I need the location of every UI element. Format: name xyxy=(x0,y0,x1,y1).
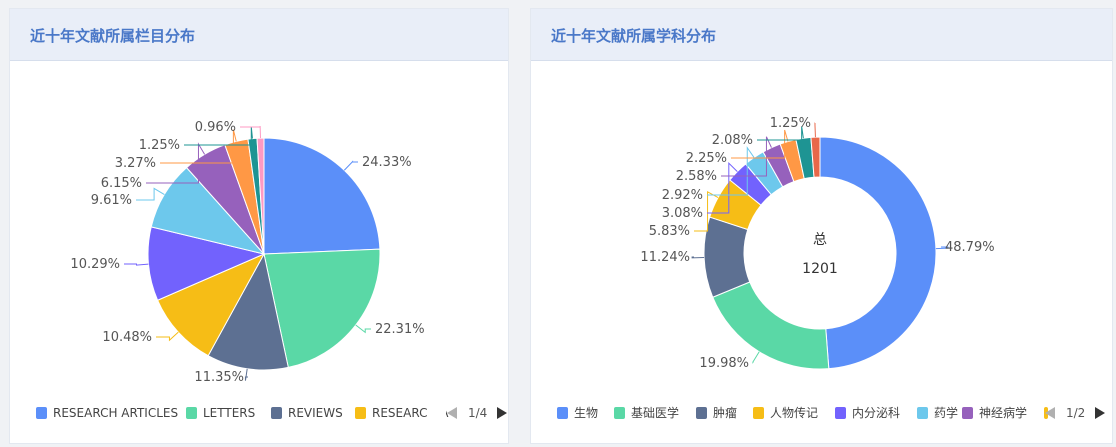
panel-header: 近十年文献所属栏目分布 xyxy=(10,9,508,61)
legend-item[interactable]: 药学 xyxy=(934,405,958,420)
slice-label: 19.98% xyxy=(699,356,749,371)
slice-label: 1.25% xyxy=(770,116,811,131)
slice-label: 24.33% xyxy=(362,155,412,170)
slice-label: 2.08% xyxy=(712,133,753,148)
legend-swatch xyxy=(835,407,846,419)
leader-line xyxy=(156,331,179,342)
leader-line xyxy=(343,160,358,171)
legend-swatch xyxy=(917,407,928,419)
legend-page: 1/2 xyxy=(1066,406,1085,420)
panel-title: 近十年文献所属栏目分布 xyxy=(30,27,196,45)
leader-line xyxy=(757,126,804,141)
slice-label: 0.96% xyxy=(195,120,236,135)
pie-chart: 24.33% 22.31% 11.35% 10.48% 10.29% 9.61% 6.15%… xyxy=(36,120,507,425)
donut-chart: 48.79% 19.98% 11.24% 5.83% 3.08% 2.92% 2.58% 2.… xyxy=(557,116,1105,420)
leader-line xyxy=(691,256,705,259)
pie-slice[interactable] xyxy=(819,136,937,370)
legend-swatch xyxy=(355,407,366,419)
slice-label: 2.92% xyxy=(662,188,703,203)
pie-slice[interactable] xyxy=(703,216,751,298)
center-value: 1201 xyxy=(802,261,838,277)
slice-label: 3.27% xyxy=(115,156,156,171)
slice-label: 2.25% xyxy=(686,151,727,166)
legend-item[interactable]: REVIEWS xyxy=(288,406,343,420)
leader-line xyxy=(721,136,772,177)
legend-page: 1/4 xyxy=(468,406,487,420)
pie-slice[interactable] xyxy=(810,136,821,178)
legend-swatch xyxy=(614,407,625,419)
pie-slice[interactable] xyxy=(263,248,381,369)
legend-item[interactable]: 肿瘤 xyxy=(713,405,737,420)
legend-item[interactable]: 生物 xyxy=(574,406,598,420)
legend-prev-icon[interactable] xyxy=(447,407,457,419)
legend-item[interactable]: 人物传记 xyxy=(770,405,818,420)
legend-item[interactable]: RESEARCH ARTICLES xyxy=(53,406,178,420)
leader-line xyxy=(146,142,206,184)
legend-swatch xyxy=(36,407,47,419)
subject-distribution-panel: 近十年文献所属学科分布 48.79% 19.98% 11.24% 5.83% 3.08%… xyxy=(530,8,1113,444)
center-label: 总 xyxy=(813,232,827,248)
slice-label: 10.48% xyxy=(102,330,152,345)
legend-next-icon[interactable] xyxy=(1095,407,1105,419)
slice-label: 3.08% xyxy=(662,206,703,221)
legend-overflow-mask xyxy=(428,399,446,425)
legend-swatch xyxy=(696,407,707,419)
legend-swatch xyxy=(753,407,764,419)
legend-swatch xyxy=(557,407,568,419)
leader-line xyxy=(752,351,760,364)
slice-label: 6.15% xyxy=(101,176,142,191)
slice-label: 1.25% xyxy=(139,138,180,153)
legend-item[interactable]: LETTERS xyxy=(203,406,255,420)
slice-label: 2.58% xyxy=(676,169,717,184)
leader-line xyxy=(707,146,755,196)
slice-label: 48.79% xyxy=(945,240,995,255)
leader-line xyxy=(935,246,949,250)
slice-label: 11.35% xyxy=(194,370,244,385)
leader-line xyxy=(707,161,738,214)
legend-item[interactable]: 内分泌科 xyxy=(852,406,900,420)
leader-line xyxy=(124,263,149,266)
pie-slice[interactable] xyxy=(256,137,265,255)
pie-slice[interactable] xyxy=(147,226,266,301)
legend-prev-icon[interactable] xyxy=(1045,407,1055,419)
legend-item[interactable]: 神经病学 xyxy=(979,405,1027,420)
slice-label: 10.29% xyxy=(70,257,120,272)
legend-next-icon[interactable] xyxy=(497,407,507,419)
leader-line xyxy=(160,129,237,164)
slice-label: 11.24% xyxy=(640,250,690,265)
slice-label: 9.61% xyxy=(91,193,132,208)
leader-line xyxy=(184,126,253,146)
pie-slice[interactable] xyxy=(156,252,266,357)
leader-line xyxy=(355,324,371,334)
leader-line xyxy=(244,368,248,381)
column-distribution-panel: 近十年文献所属栏目分布 24.33% 22.31% 11.35% 10.48% 10.2… xyxy=(9,8,509,444)
leader-line xyxy=(240,126,262,139)
slice-label: 5.83% xyxy=(649,224,690,239)
slice-label: 22.31% xyxy=(375,322,425,337)
legend-swatch xyxy=(962,407,973,419)
panel-title: 近十年文献所属学科分布 xyxy=(551,27,717,45)
legend-swatch xyxy=(186,407,197,419)
panel-header: 近十年文献所属学科分布 xyxy=(531,9,1112,61)
legend-item[interactable]: 基础医学 xyxy=(631,405,679,420)
legend-swatch xyxy=(271,407,282,419)
pie-slice[interactable] xyxy=(263,137,381,255)
leader-line xyxy=(136,187,165,201)
leader-line xyxy=(731,129,789,159)
